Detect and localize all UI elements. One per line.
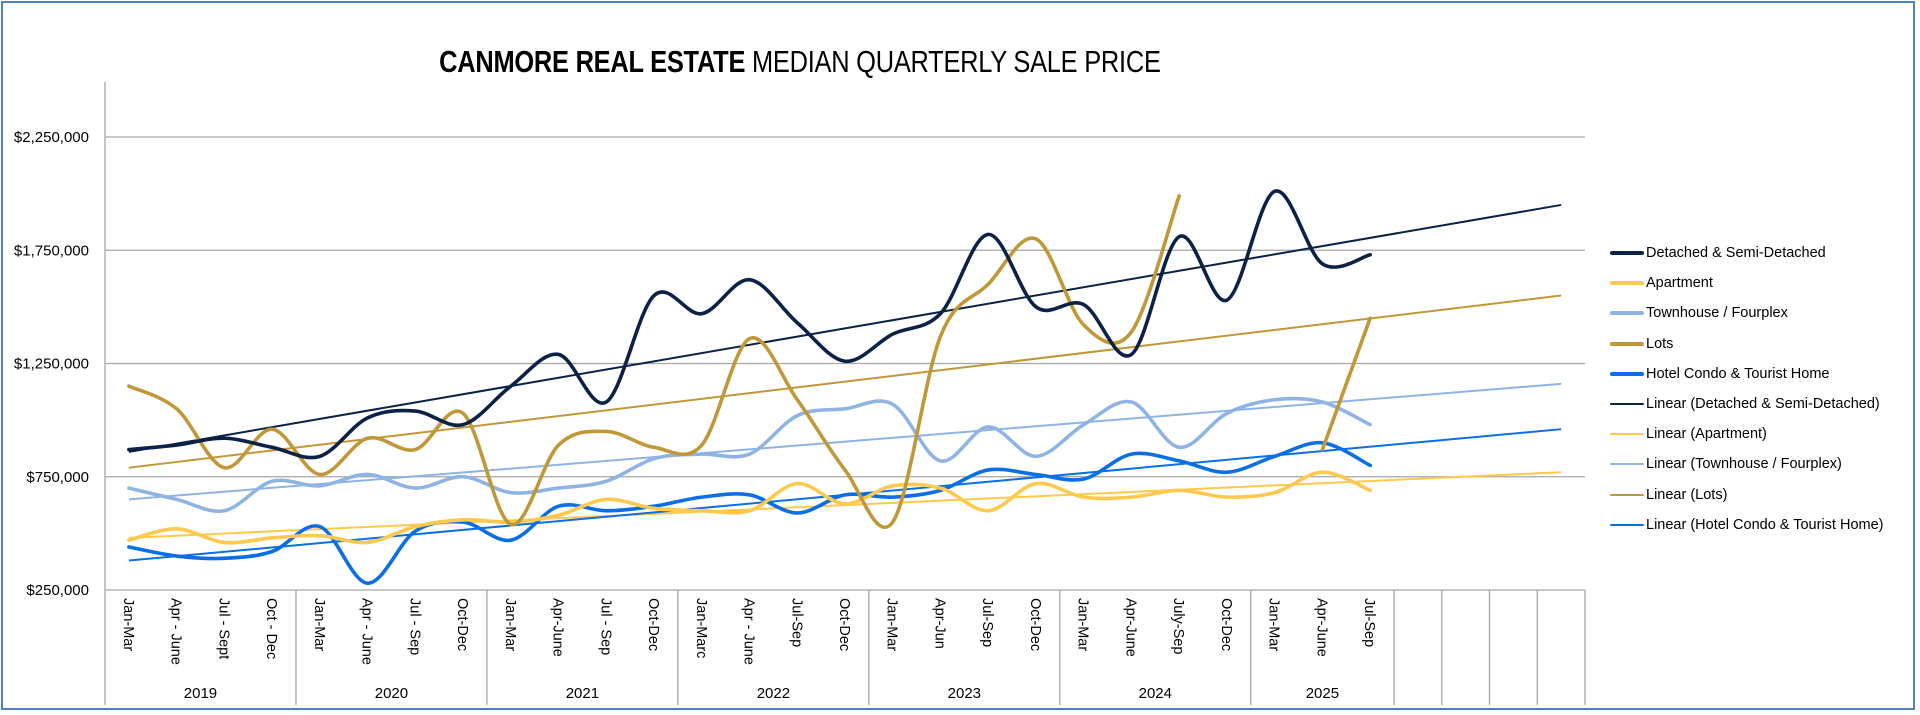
series-line [127, 440, 1372, 586]
x-tick-label: Oct-Dec [1027, 598, 1043, 651]
x-group-label: 2022 [757, 685, 790, 702]
x-tick-label: Apr-June [1313, 598, 1329, 657]
x-tick-label: Apr-Jun [931, 598, 947, 649]
legend-trendline-swatch [1610, 523, 1644, 526]
series-line [127, 189, 1372, 460]
legend-trendline-swatch [1610, 463, 1644, 466]
x-tick-label: Oct-Dec [836, 598, 852, 651]
x-group-label: 2024 [1139, 685, 1172, 702]
x-tick-label: Jan-Mar [120, 598, 136, 651]
x-group-label: 2020 [375, 685, 408, 702]
chart-title: CANMORE REAL ESTATE MEDIAN QUARTERLY SAL… [152, 44, 1448, 80]
y-tick-label: $1,250,000 [14, 356, 89, 373]
legend-label: Linear (Lots) [1646, 486, 1728, 503]
x-tick-label: Jul-Sep [1361, 598, 1377, 647]
x-tick-label: Apr - June [741, 598, 757, 665]
legend-item: Apartment [1610, 268, 1883, 298]
legend-trendline-swatch [1610, 403, 1644, 406]
series-line [1320, 316, 1372, 452]
x-tick-label: Jan-Mar [1266, 598, 1282, 651]
series-line [127, 396, 1372, 514]
legend-line-swatch [1610, 311, 1644, 316]
x-tick-label: Jan-Mar [502, 598, 518, 651]
y-tick-label: $250,000 [26, 582, 89, 599]
legend-line-swatch [1610, 281, 1644, 286]
legend-line-swatch [1610, 371, 1644, 376]
y-tick-label: $1,750,000 [14, 242, 89, 259]
legend-label: Hotel Condo & Tourist Home [1646, 365, 1830, 382]
axes [104, 82, 1586, 705]
legend-item: Linear (Hotel Condo & Tourist Home) [1610, 510, 1883, 540]
y-tick-label: $2,250,000 [14, 129, 89, 146]
trendline [128, 203, 1562, 453]
legend-label: Linear (Apartment) [1646, 426, 1767, 443]
x-group-label: 2021 [566, 685, 599, 702]
x-tick-label: Apr - June [359, 598, 375, 665]
legend-trendline-swatch [1610, 493, 1644, 496]
x-tick-label: Oct-Dec [1218, 598, 1234, 651]
legend-item: Linear (Townhouse / Fourplex) [1610, 449, 1883, 479]
x-tick-label: Oct-Dec [454, 598, 470, 651]
x-axis-ticks: Jan-Mar Apr - June Jul - Sept Oct - Dec Jan-… [120, 598, 1377, 702]
x-tick-label: Apr-June [550, 598, 566, 657]
x-group-label: 2023 [948, 685, 981, 702]
y-tick-label: $750,000 [26, 469, 89, 486]
x-tick-label: Apr - June [168, 598, 184, 665]
x-tick-label: Jan-Marc [693, 598, 709, 658]
legend-item: Linear (Apartment) [1610, 419, 1883, 449]
x-tick-label: Jul-Sep [979, 598, 995, 647]
legend-label: Lots [1646, 335, 1674, 352]
legend-line-swatch [1610, 341, 1644, 346]
y-axis-ticks: $250,000 $750,000 $1,250,000 $1,750,000 $2,2… [14, 129, 89, 599]
legend-label: Linear (Townhouse / Fourplex) [1646, 456, 1842, 473]
x-tick-label: Jul - Sept [215, 598, 231, 659]
legend-label: Linear (Hotel Condo & Tourist Home) [1646, 516, 1884, 533]
x-tick-label: Jul-Sep [788, 598, 804, 647]
legend-trendline-swatch [1610, 433, 1644, 436]
legend-item: Linear (Detached & Semi-Detached) [1610, 389, 1883, 419]
x-group-label: 2019 [184, 685, 217, 702]
series-line [127, 194, 1181, 530]
legend-label: Townhouse / Fourplex [1646, 305, 1788, 322]
x-tick-label: Jan-Mar [311, 598, 327, 651]
legend-label: Linear (Detached & Semi-Detached) [1646, 396, 1880, 413]
x-tick-label: Jan-Mar [884, 598, 900, 651]
legend-item: Hotel Condo & Tourist Home [1610, 359, 1883, 389]
legend-item: Lots [1610, 329, 1883, 359]
legend-item: Linear (Lots) [1610, 480, 1883, 510]
chart-title-bold: CANMORE REAL ESTATE [439, 44, 746, 79]
x-tick-label: Jul - Sep [406, 598, 422, 655]
series-lines [127, 189, 1372, 586]
legend-label: Detached & Semi-Detached [1646, 245, 1826, 262]
x-tick-label: Oct-Dec [645, 598, 661, 651]
legend-item: Detached & Semi-Detached [1610, 238, 1883, 268]
gridlines [105, 136, 1585, 591]
legend-line-swatch [1610, 251, 1644, 256]
x-tick-label: Apr-June [1122, 598, 1138, 657]
legend-item: Townhouse / Fourplex [1610, 298, 1883, 328]
x-tick-label: Jul - Sep [597, 598, 613, 655]
legend-label: Apartment [1646, 275, 1713, 292]
chart-legend: Detached & Semi-Detached Apartment Townhou… [1610, 238, 1883, 540]
x-tick-label: July-Sep [1170, 598, 1186, 654]
chart-title-rest: MEDIAN QUARTERLY SALE PRICE [745, 44, 1161, 79]
series-line [127, 470, 1372, 545]
x-group-label: 2025 [1306, 685, 1339, 702]
x-tick-label: Jan-Mar [1075, 598, 1091, 651]
x-tick-label: Oct - Dec [263, 598, 279, 659]
